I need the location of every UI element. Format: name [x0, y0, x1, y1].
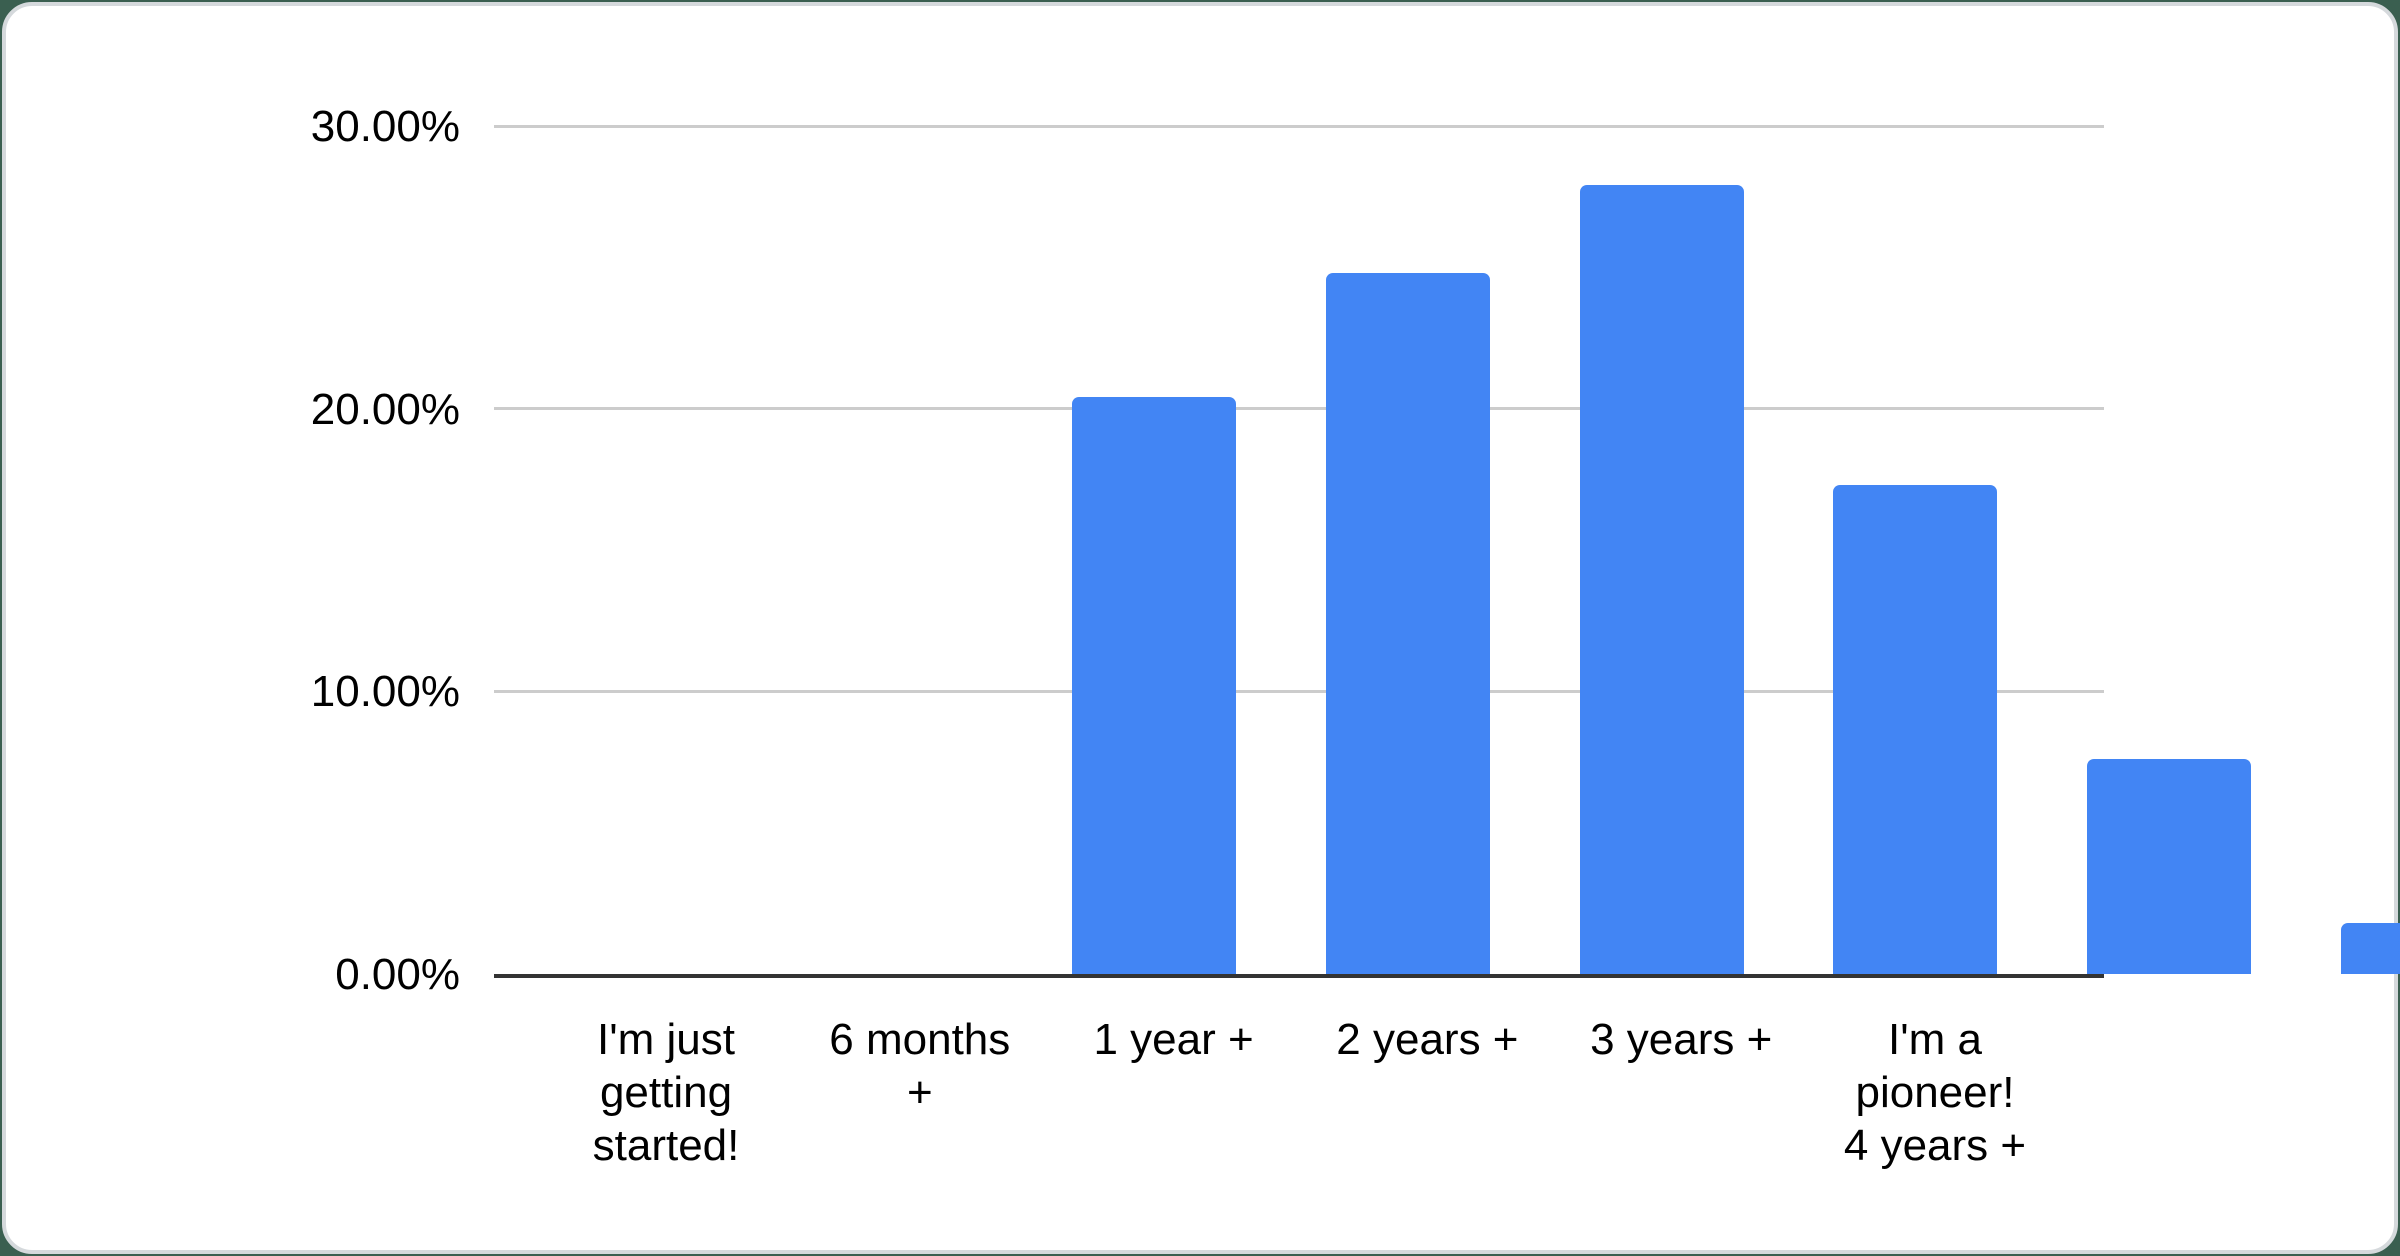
gridline	[494, 124, 2104, 128]
x-axis-tick-label: I'm just getting started!	[592, 1015, 740, 1170]
x-axis-tick-label: 1 year +	[1093, 1015, 1254, 1064]
x-axis-tick-label: I'm a pioneer! 4 years +	[1843, 1015, 2027, 1170]
y-axis-tick-label: 30.00%	[310, 102, 460, 151]
x-axis-tick-label: 3 years +	[1590, 1015, 1773, 1064]
y-axis-tick-label: 20.00%	[310, 384, 460, 434]
x-axis-tick-label: 6 months +	[829, 1015, 1011, 1117]
bar-2[interactable]	[1325, 273, 1490, 974]
y-axis-tick-label: 0.00%	[335, 950, 460, 999]
y-axis-tick-label: 10.00%	[310, 667, 460, 717]
bar-3[interactable]	[1579, 185, 1744, 974]
gridline	[494, 689, 2104, 693]
bar-4[interactable]	[1833, 485, 1998, 974]
bar-5[interactable]	[2087, 759, 2252, 974]
x-axis-tick-label: 2 years +	[1336, 1015, 1519, 1064]
bar-6[interactable]	[2341, 923, 2400, 974]
plot-area	[494, 124, 2400, 978]
gridline	[494, 407, 2104, 411]
bar-1[interactable]	[1072, 397, 1236, 974]
